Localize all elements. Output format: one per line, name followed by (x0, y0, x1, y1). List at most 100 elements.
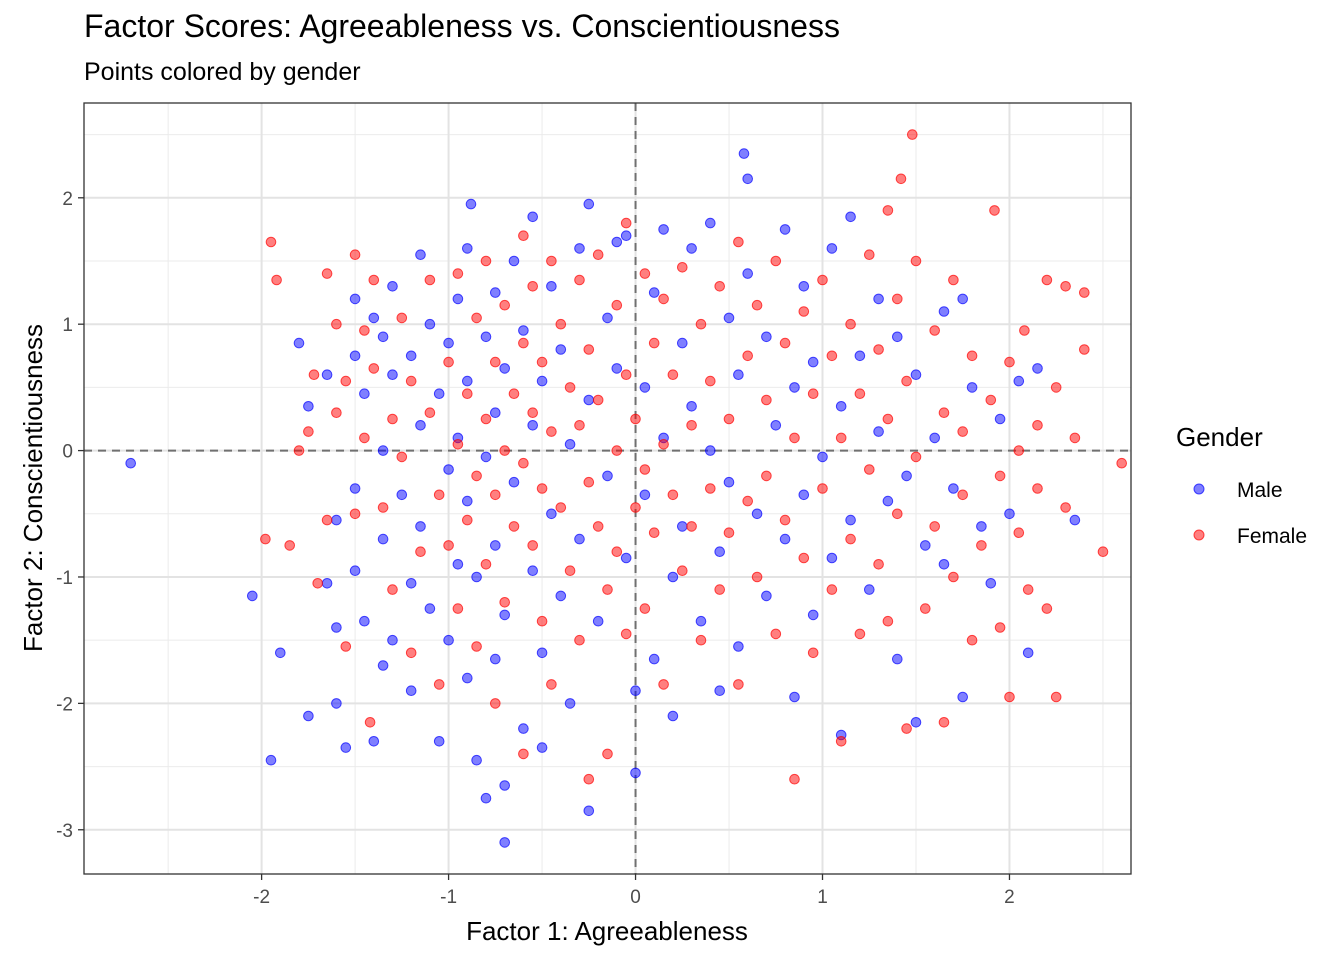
point-female (518, 230, 529, 241)
legend-label-female: Female (1237, 525, 1307, 548)
point-male (845, 514, 856, 526)
point-male (462, 672, 473, 684)
point-female (602, 584, 613, 595)
point-male (527, 565, 539, 577)
point-female (910, 451, 922, 463)
point-female (901, 375, 912, 387)
point-male (723, 312, 735, 324)
point-female (1004, 691, 1015, 703)
point-female (1041, 603, 1053, 614)
point-female (789, 432, 800, 444)
point-female (1069, 432, 1081, 444)
point-female (611, 299, 623, 311)
point-female (349, 249, 361, 260)
point-male (901, 470, 912, 482)
point-male (499, 780, 511, 791)
plot-panel-border (83, 102, 1132, 875)
point-male (349, 565, 361, 577)
point-male (817, 451, 828, 463)
point-female (564, 382, 576, 393)
point-male (331, 514, 342, 526)
point-male (602, 470, 613, 482)
point-female (779, 337, 791, 349)
point-female (789, 773, 800, 785)
point-male (639, 382, 651, 393)
point-female (518, 457, 529, 469)
point-male (377, 331, 389, 343)
y-axis-ticks: -3 -2 -1 0 1 2 (56, 189, 84, 842)
point-male (536, 742, 548, 753)
point-male (761, 331, 772, 343)
point-male (536, 647, 548, 659)
point-female (611, 445, 623, 456)
point-female (835, 736, 847, 747)
point-female (686, 420, 697, 431)
point-female (873, 344, 884, 355)
point-female (948, 274, 959, 286)
point-male (620, 230, 632, 241)
point-female (377, 502, 389, 513)
point-female (462, 514, 473, 526)
point-male (592, 615, 604, 627)
point-male (518, 325, 529, 336)
point-female (658, 439, 669, 450)
point-female (592, 394, 604, 406)
point-male (723, 476, 735, 488)
point-male (424, 318, 436, 330)
point-male (321, 369, 333, 381)
point-male (527, 211, 539, 223)
point-male (667, 571, 679, 583)
point-female (695, 318, 707, 330)
point-male (443, 634, 454, 646)
y-tick-label: -2 (56, 694, 73, 715)
point-male (761, 590, 772, 602)
point-female (658, 293, 669, 305)
point-female (1013, 527, 1025, 539)
point-female (733, 679, 744, 690)
point-male (658, 224, 669, 235)
y-tick-label: 1 (62, 315, 73, 336)
minor-gridlines (84, 103, 1131, 874)
point-male (303, 401, 314, 412)
point-male (798, 489, 810, 501)
point-female (742, 495, 754, 507)
x-tick-label: 0 (630, 887, 641, 908)
point-male (798, 281, 810, 292)
point-female (518, 748, 529, 760)
point-male (938, 306, 950, 317)
point-female (433, 489, 445, 501)
point-male (648, 653, 660, 665)
point-male (415, 521, 426, 532)
point-female (817, 274, 828, 286)
point-male (630, 767, 641, 779)
point-female (480, 255, 492, 267)
point-female (583, 773, 595, 785)
point-female (994, 622, 1006, 633)
point-male (1022, 647, 1034, 659)
x-tick-label: 2 (1004, 887, 1015, 908)
point-female (592, 521, 604, 532)
point-female (910, 255, 922, 267)
point-male (415, 249, 426, 260)
point-male (1013, 375, 1025, 387)
point-male (349, 483, 361, 494)
point-female (966, 634, 978, 646)
point-male (387, 369, 398, 381)
point-female (807, 647, 819, 659)
point-female (1060, 502, 1071, 513)
point-female (499, 299, 511, 311)
point-female (895, 173, 907, 185)
point-female (293, 445, 305, 456)
point-female (443, 540, 454, 551)
point-female (574, 274, 585, 286)
point-male (574, 243, 585, 254)
point-female (564, 565, 576, 577)
point-female (312, 578, 324, 589)
point-female (1116, 457, 1127, 469)
point-female (433, 679, 445, 690)
point-male (424, 603, 436, 614)
point-female (415, 546, 426, 558)
point-female (555, 318, 567, 330)
point-male (564, 439, 576, 450)
point-female (994, 470, 1006, 482)
